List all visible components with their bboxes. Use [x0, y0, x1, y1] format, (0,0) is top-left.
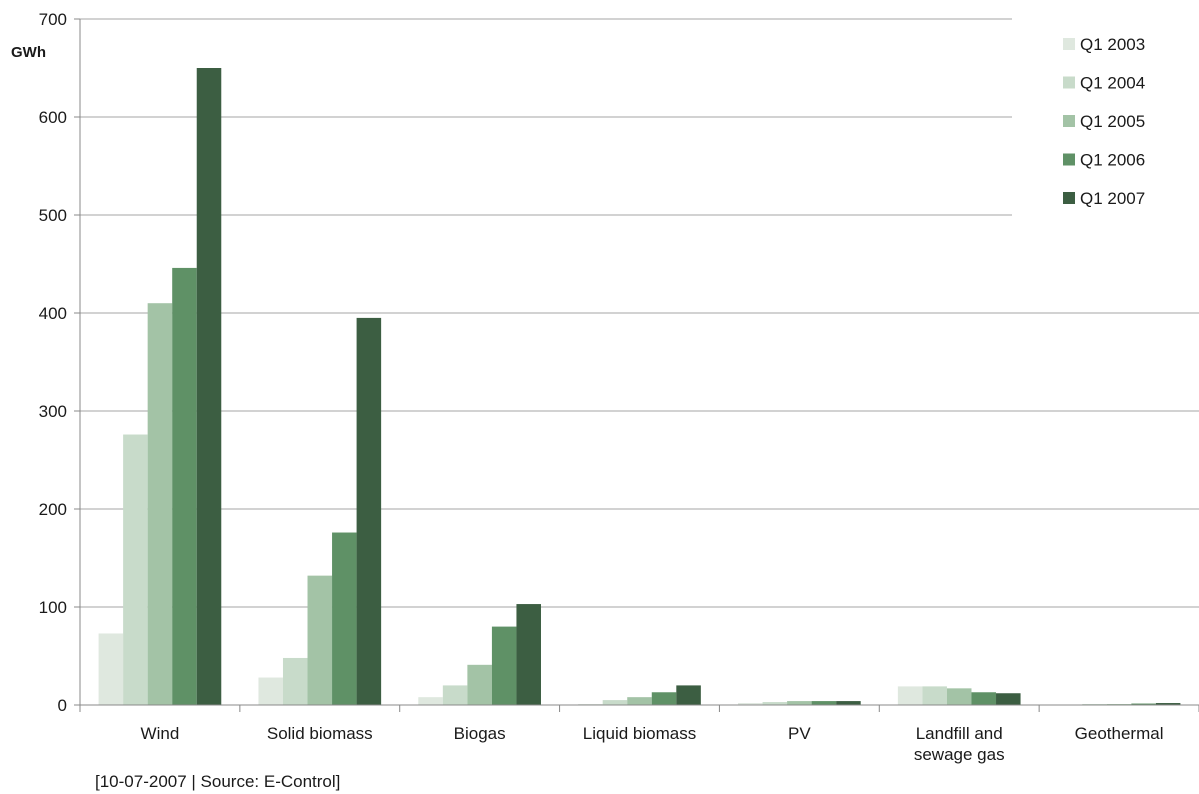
- bar-biogas-q1-2005: [467, 664, 492, 705]
- legend-swatch: [1063, 76, 1075, 89]
- legend-label: Q1 2003: [1080, 35, 1145, 54]
- y-tick-label: 600: [39, 108, 67, 127]
- legend: Q1 2003 Q1 2004 Q1 2005 Q1 2006 Q1 2007: [1063, 35, 1145, 208]
- bar-pv-q1-2005: [787, 701, 812, 705]
- bar-pv-q1-2004: [762, 702, 788, 705]
- legend-swatch: [1063, 115, 1075, 127]
- bar-geothermal-q1-2007: [1155, 703, 1181, 705]
- bar-biogas-q1-2004: [442, 685, 468, 705]
- x-tick-label: Biogas: [454, 724, 506, 743]
- x-tick-label: Geothermal: [1075, 724, 1164, 743]
- bar-geothermal-q1-2006: [1131, 703, 1156, 705]
- y-tick-label: 700: [39, 10, 67, 29]
- y-axis-ticks: 0 100 200 300 400 500 600 700: [39, 10, 80, 715]
- x-tick-label: sewage gas: [914, 745, 1005, 764]
- source-note: [10-07-2007 | Source: E-Control]: [95, 772, 340, 791]
- bar-landfill-and-sewage-gas-q1-2003: [897, 686, 923, 705]
- legend-label: Q1 2005: [1080, 112, 1145, 131]
- x-axis-ticks: Wind Solid biomass Biogas Liquid biomass PV L…: [79, 705, 1199, 764]
- y-tick-label: 500: [39, 206, 67, 225]
- y-axis-label: GWh: [11, 44, 46, 61]
- bar-landfill-and-sewage-gas-q1-2006: [971, 692, 997, 705]
- legend-label: Q1 2007: [1080, 189, 1145, 208]
- bar-wind-q1-2007: [196, 68, 222, 705]
- bar-pv-q1-2006: [811, 701, 837, 705]
- bar-wind-q1-2005: [147, 303, 173, 705]
- x-tick-label: Liquid biomass: [583, 724, 696, 743]
- bar-liquid-biomass-q1-2004: [602, 700, 628, 705]
- bar-biogas-q1-2006: [491, 626, 517, 705]
- legend-label: Q1 2006: [1080, 151, 1145, 170]
- bar-wind-q1-2004: [123, 434, 148, 705]
- x-tick-label: Wind: [141, 724, 180, 743]
- bar-solid-biomass-q1-2007: [356, 317, 382, 705]
- bar-solid-biomass-q1-2006: [332, 532, 357, 705]
- bar-liquid-biomass-q1-2006: [651, 692, 677, 705]
- bar-biogas-q1-2003: [418, 697, 443, 705]
- bar-pv-q1-2003: [738, 703, 763, 705]
- legend-swatch: [1063, 153, 1075, 166]
- bar-wind-q1-2003: [98, 633, 124, 705]
- y-tick-label: 0: [58, 696, 67, 715]
- y-tick-label: 300: [39, 402, 67, 421]
- y-tick-label: 200: [39, 500, 67, 519]
- bar-wind-q1-2006: [172, 267, 197, 705]
- bars: [98, 68, 1181, 706]
- bar-landfill-and-sewage-gas-q1-2007: [996, 693, 1021, 705]
- bar-solid-biomass-q1-2003: [258, 677, 283, 705]
- bar-pv-q1-2007: [836, 701, 861, 705]
- bar-liquid-biomass-q1-2007: [676, 685, 701, 705]
- gridlines: [80, 18, 1199, 608]
- bar-landfill-and-sewage-gas-q1-2005: [946, 688, 972, 705]
- bar-liquid-biomass-q1-2005: [627, 697, 652, 705]
- bar-solid-biomass-q1-2005: [307, 575, 333, 705]
- bar-landfill-and-sewage-gas-q1-2004: [922, 686, 947, 705]
- legend-swatch: [1063, 38, 1075, 50]
- bar-biogas-q1-2007: [516, 604, 541, 705]
- legend-label: Q1 2004: [1080, 74, 1145, 93]
- bar-solid-biomass-q1-2004: [282, 657, 308, 705]
- x-tick-label: Landfill and: [916, 724, 1003, 743]
- y-tick-label: 400: [39, 304, 67, 323]
- legend-swatch: [1063, 192, 1075, 204]
- x-tick-label: PV: [788, 724, 811, 743]
- y-tick-label: 100: [39, 598, 67, 617]
- x-tick-label: Solid biomass: [267, 724, 373, 743]
